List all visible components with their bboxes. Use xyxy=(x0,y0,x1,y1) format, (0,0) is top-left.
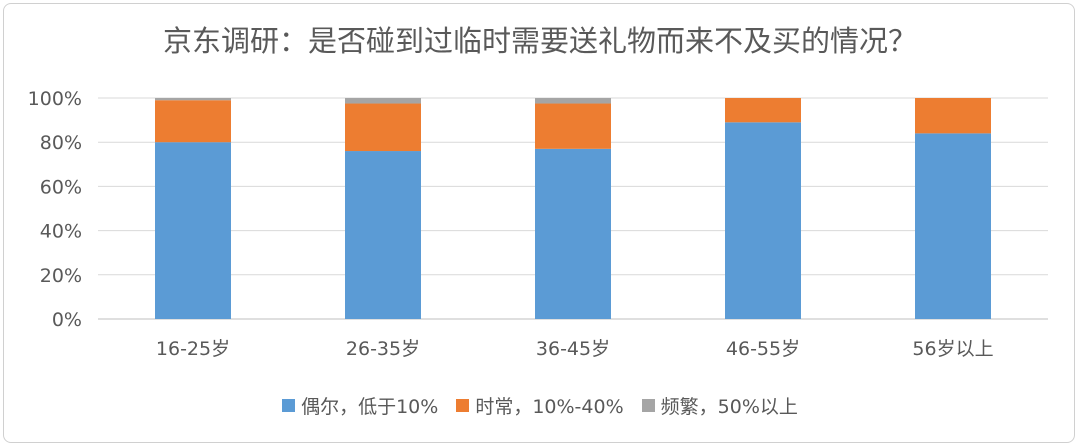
x-tick-label: 26-35岁 xyxy=(346,338,420,360)
bar-segment xyxy=(725,122,801,319)
bar-segment xyxy=(345,103,421,152)
legend-swatch xyxy=(456,399,470,412)
bar-segment xyxy=(155,98,231,101)
legend-label: 偶尔，低于10% xyxy=(301,396,439,418)
y-tick-label: 20% xyxy=(40,265,82,287)
legend-item: 偶尔，低于10% xyxy=(282,392,438,419)
legend-swatch xyxy=(282,399,296,412)
y-tick-label: 80% xyxy=(40,132,82,154)
legend-label: 时常，10%-40% xyxy=(475,396,624,418)
y-tick-label: 40% xyxy=(40,221,82,243)
bar-segment xyxy=(535,148,611,319)
y-tick-label: 60% xyxy=(40,176,82,198)
bar-segment xyxy=(535,103,611,149)
bar-segment xyxy=(915,133,991,319)
bar-segment xyxy=(725,98,801,123)
y-tick-label: 0% xyxy=(52,309,82,331)
x-tick-label: 46-55岁 xyxy=(726,338,800,360)
chart-title: 京东调研：是否碰到过临时需要送礼物而来不及买的情况？ xyxy=(162,24,917,58)
bar-segment xyxy=(155,100,231,143)
x-tick-label: 36-45岁 xyxy=(536,338,610,360)
bar-segment xyxy=(345,98,421,104)
legend-label: 频繁，50%以上 xyxy=(660,396,798,418)
chart-legend: 偶尔，低于10% 时常，10%-40% 频繁，50%以上 xyxy=(0,392,1080,419)
legend-swatch xyxy=(641,399,655,412)
legend-item: 频繁，50%以上 xyxy=(641,392,798,419)
bar-segment xyxy=(345,151,421,319)
bar-segment xyxy=(535,98,611,104)
y-tick-label: 100% xyxy=(28,88,82,110)
x-tick-label: 56岁以上 xyxy=(912,338,993,360)
legend-item: 时常，10%-40% xyxy=(456,392,624,419)
bar-segment xyxy=(155,142,231,319)
bar-segment xyxy=(915,98,991,134)
x-tick-label: 16-25岁 xyxy=(156,338,230,360)
